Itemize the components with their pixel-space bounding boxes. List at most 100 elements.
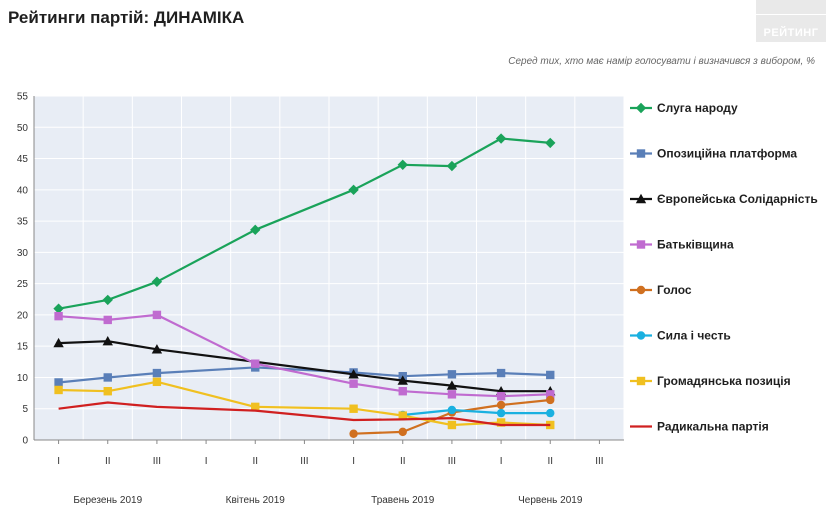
x-tick-label: III [300, 456, 308, 467]
legend-item: Батьківщина [630, 238, 734, 252]
legend-item: Радикальна партія [630, 420, 769, 434]
y-tick-label: 50 [17, 123, 29, 134]
y-tick-label: 40 [17, 185, 29, 196]
legend-label: Батьківщина [657, 238, 734, 252]
y-tick-label: 45 [17, 154, 29, 165]
data-point [636, 149, 646, 158]
data-point [54, 385, 63, 395]
legend-label: Радикальна партія [657, 420, 769, 434]
data-point [636, 285, 646, 295]
legend: Слуга народу Опозиційна платформа Європейс… [630, 101, 818, 434]
data-point [446, 160, 458, 172]
data-point [496, 418, 506, 427]
data-point [447, 405, 457, 415]
series-4 [54, 310, 555, 401]
data-point [397, 159, 408, 170]
data-point [348, 184, 359, 196]
month-label: Травень 2019 [371, 495, 435, 506]
series-3 [53, 335, 556, 396]
x-tick-label: I [500, 456, 503, 467]
data-point [496, 400, 506, 410]
data-point [398, 387, 407, 396]
data-point [546, 390, 555, 399]
y-tick-label: 30 [17, 248, 29, 259]
data-point [546, 370, 555, 380]
data-point [447, 390, 457, 399]
series-8-line [58, 401, 551, 427]
x-tick-label: I [205, 456, 208, 467]
series-3-line [58, 340, 551, 393]
legend-item: Слуга народу [630, 101, 738, 115]
data-point [447, 370, 457, 379]
legend-label: Опозиційна платформа [657, 147, 797, 161]
data-point [496, 368, 506, 378]
chart-title: Рейтинги партій: ДИНАМІКА [8, 8, 245, 27]
x-tick-label: I [352, 456, 355, 467]
rating-logo: РЕЙТИНГ [756, 0, 826, 42]
data-point [496, 392, 506, 401]
data-point [102, 335, 113, 346]
y-tick-label: 10 [17, 373, 29, 384]
series-6-line [402, 408, 551, 417]
x-tick-label: II [252, 456, 258, 467]
month-label: Квітень 2019 [226, 495, 286, 506]
data-point [348, 369, 359, 379]
month-label: Червень 2019 [518, 495, 583, 506]
data-point [53, 337, 64, 348]
x-tick-label: III [153, 456, 161, 467]
series-8 [58, 401, 551, 427]
data-point [152, 377, 162, 387]
data-point [398, 427, 407, 437]
legend-label: Слуга народу [657, 101, 738, 115]
data-point [349, 404, 358, 413]
data-point [495, 133, 507, 144]
x-tick-label: II [400, 456, 406, 467]
data-point [102, 294, 113, 306]
data-point [636, 376, 646, 386]
y-tick-label: 55 [17, 92, 29, 103]
data-point [151, 344, 163, 354]
data-point [546, 408, 555, 418]
data-point [54, 311, 63, 321]
data-point [397, 375, 408, 385]
y-tick-label: 5 [22, 404, 28, 415]
legend-label: Голос [657, 283, 692, 297]
data-point [636, 331, 646, 340]
data-point [447, 420, 457, 430]
data-point [103, 373, 112, 382]
data-point [349, 429, 358, 438]
data-point [103, 387, 112, 396]
legend-item: Голос [630, 283, 692, 297]
data-point [546, 395, 555, 405]
data-point [636, 240, 646, 249]
y-tick-label: 25 [17, 279, 29, 290]
legend-label: Європейська Солідарність [657, 192, 818, 206]
legend-item: Опозиційна платформа [630, 147, 797, 161]
series-1 [53, 133, 556, 314]
x-tick-label: I [57, 456, 60, 467]
data-point [349, 379, 358, 388]
legend-item: Громадянська позиція [630, 374, 791, 388]
data-point [53, 303, 64, 314]
data-point [251, 359, 260, 368]
x-tick-label: II [105, 456, 111, 467]
data-point [545, 137, 556, 149]
legend-label: Громадянська позиція [657, 374, 791, 388]
data-point [250, 224, 261, 236]
data-point [103, 315, 112, 325]
chart-subtitle: Серед тих, хто має намір голосувати і ви… [508, 56, 815, 67]
data-series [53, 133, 556, 438]
y-tick-label: 0 [22, 436, 28, 447]
data-point [635, 102, 647, 114]
data-point [152, 368, 162, 378]
data-point [398, 411, 407, 420]
data-point [251, 402, 260, 412]
x-tick-label: III [595, 456, 603, 467]
legend-item: Сила і честь [630, 329, 731, 343]
x-tick-label: III [448, 456, 456, 467]
data-point [54, 378, 63, 387]
x-tick-label: II [547, 456, 553, 467]
legend-label: Сила і честь [657, 329, 731, 343]
